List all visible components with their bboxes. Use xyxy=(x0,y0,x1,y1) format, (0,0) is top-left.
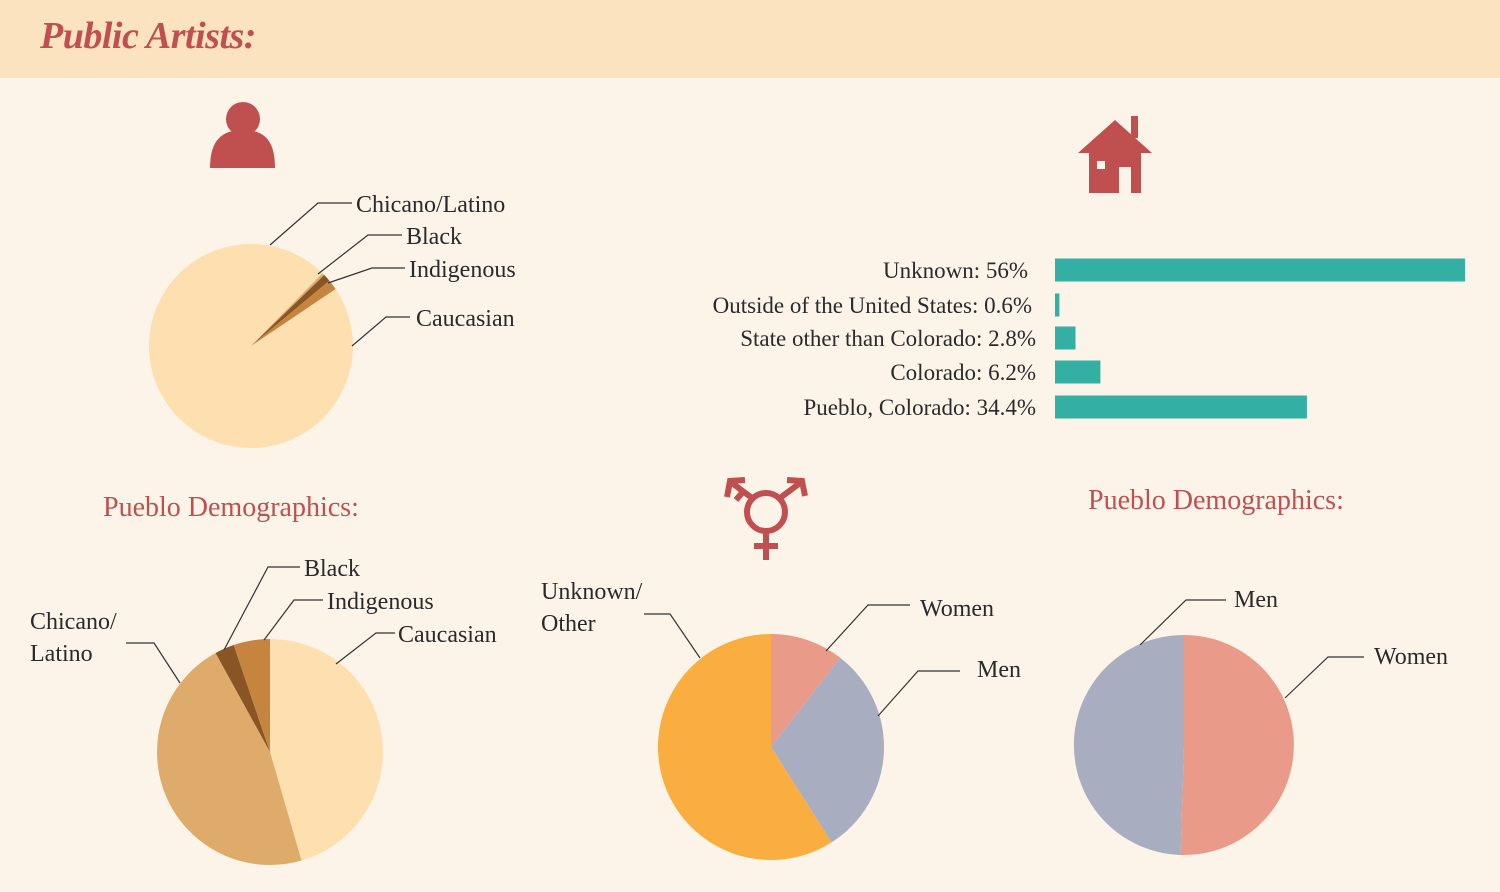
pie-slice-women xyxy=(771,634,841,747)
label-unknown-other: Unknown/ Other xyxy=(541,579,648,637)
bar-label-unknown-56: Unknown: 56% xyxy=(883,258,1028,283)
pie-slice-caucasian xyxy=(270,639,383,861)
label-indigenous: Indigenous xyxy=(327,589,434,615)
bar-label-pueblo-colorado-34-4: Pueblo, Colorado: 34.4% xyxy=(803,395,1036,420)
label-women: Women xyxy=(1374,644,1448,670)
label-caucasian: Caucasian xyxy=(416,306,515,332)
label-men: Men xyxy=(977,657,1021,683)
bar-label-state-other-than-colorado-2-8: State other than Colorado: 2.8% xyxy=(740,326,1036,351)
bar-colorado-6-2 xyxy=(1055,360,1101,384)
pie-slice-chicano-latino xyxy=(157,652,302,865)
pie-chart-pueblo-ethnicity xyxy=(157,639,383,865)
pie-slice-chicano-latino xyxy=(251,273,325,346)
pie-chart-public-artists-ethnicity xyxy=(148,243,353,448)
page-title: Public Artists: xyxy=(40,15,256,57)
label-men: Men xyxy=(1234,587,1278,613)
label-chicano-latino: Chicano/ Latino xyxy=(30,609,123,667)
house-icon xyxy=(1078,116,1152,193)
pie-slice-indigenous xyxy=(251,280,336,346)
bar-outside-of-the-united-states-0-6 xyxy=(1055,293,1060,317)
pie-slice-black xyxy=(215,644,270,752)
label-chicano-latino: Chicano/Latino xyxy=(356,192,505,218)
bar-label-outside-of-the-united-states-0-6: Outside of the United States: 0.6% xyxy=(713,293,1032,318)
pie-labels-pueblo-ethnicity: Black Indigenous Caucasian Chicano/ Lati… xyxy=(30,556,497,684)
pie-labels-public-artists-gender: Women Men Unknown/ Other xyxy=(541,579,1021,717)
label-black: Black xyxy=(304,556,360,582)
pie-labels-public-artists-ethnicity: Chicano/Latino Black Indigenous Caucasia… xyxy=(269,192,516,347)
person-icon xyxy=(210,102,275,168)
label-women: Women xyxy=(920,596,994,622)
pie-chart-public-artists-gender xyxy=(658,634,885,860)
pie-slice-unknown-other xyxy=(658,634,832,860)
pueblo-demographics-title-gender: Pueblo Demographics: xyxy=(1088,485,1344,516)
pie-slice-men xyxy=(1073,634,1184,855)
bar-chart-artist-origin: Unknown: 56% Outside of the United States… xyxy=(713,258,1465,420)
label-black: Black xyxy=(406,224,462,250)
pie-slice-men xyxy=(771,657,885,843)
bar-pueblo-colorado-34-4 xyxy=(1055,395,1307,419)
bar-state-other-than-colorado-2-8 xyxy=(1055,326,1076,350)
pie-slice-indigenous xyxy=(233,639,270,752)
pie-labels-pueblo-gender: Men Women xyxy=(1139,587,1448,699)
label-caucasian: Caucasian xyxy=(398,622,497,648)
pie-slice-caucasian xyxy=(148,243,353,448)
transgender-symbol-icon xyxy=(724,477,808,560)
pueblo-demographics-title-ethnicity: Pueblo Demographics: xyxy=(103,492,359,523)
label-indigenous: Indigenous xyxy=(409,257,516,283)
header-bar: Public Artists: xyxy=(0,0,1500,78)
pie-slice-women xyxy=(1180,635,1294,855)
bar-label-colorado-6-2: Colorado: 6.2% xyxy=(890,360,1036,385)
pie-slice-black xyxy=(251,275,330,346)
bar-unknown-56 xyxy=(1055,258,1465,282)
pie-chart-pueblo-gender xyxy=(1073,634,1294,855)
